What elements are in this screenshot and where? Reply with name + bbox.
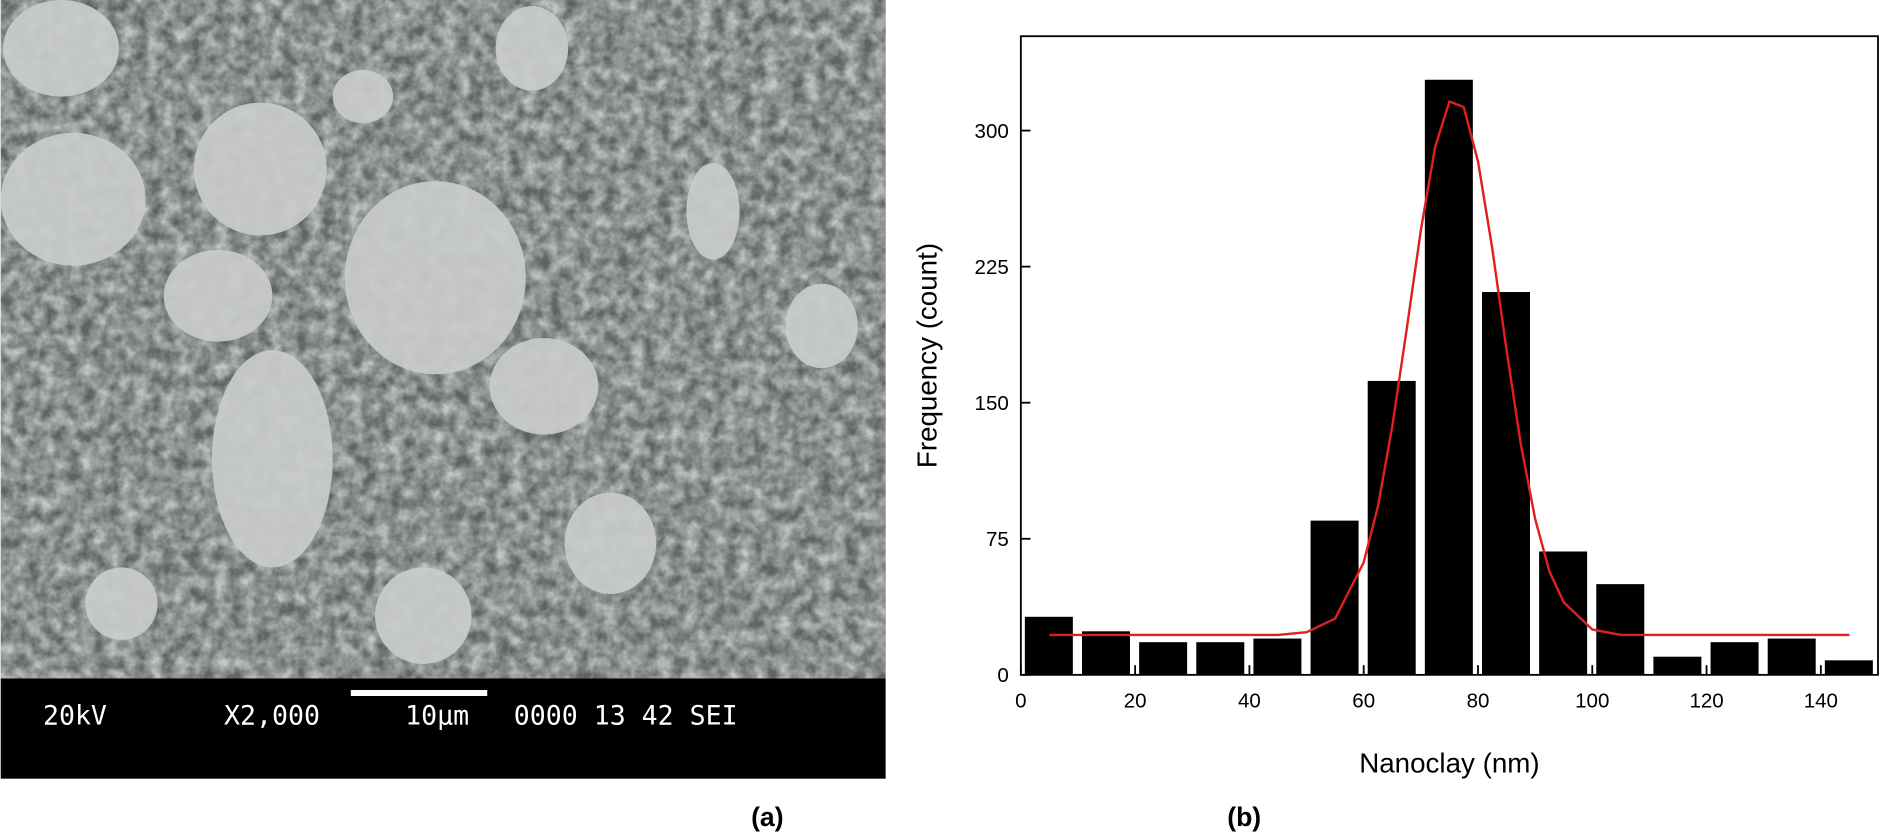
y-tick-label: 0 [997, 664, 1008, 687]
sem-info: 0000 13 42 SEI [514, 700, 738, 731]
bar [1596, 584, 1645, 675]
x-axis-label: Nanoclay (nm) [1359, 748, 1539, 779]
sem-image: 20kV X2,000 10μm 0000 13 42 SEI [0, 0, 886, 779]
bar [1310, 520, 1359, 675]
x-tick-label: 80 [1467, 689, 1490, 712]
bar [1481, 292, 1530, 675]
y-axis-label: Frequency (count) [911, 243, 942, 468]
bar [1710, 642, 1759, 675]
bar [1196, 642, 1245, 675]
bar [1539, 551, 1588, 675]
x-tick-label: 20 [1124, 689, 1147, 712]
x-tick-label: 40 [1238, 689, 1261, 712]
y-tick-label: 150 [975, 392, 1009, 415]
panel-label: (b) [1227, 802, 1261, 832]
bar [1824, 660, 1873, 675]
bar [1253, 638, 1302, 675]
x-tick-label: 0 [1015, 689, 1026, 712]
chart: 0 75 150 225 300 0 20 40 60 80 100 120 140 Nanoclay (… [911, 35, 1879, 779]
sem-scale-bar: 10μm [405, 700, 469, 731]
plot-frame [1019, 35, 1879, 676]
bar [1024, 616, 1073, 675]
panel-label: (a) [751, 802, 783, 832]
bar [1653, 656, 1702, 675]
bar [1424, 79, 1473, 675]
x-tick-label: 140 [1804, 689, 1838, 712]
y-tick-label: 300 [975, 120, 1009, 143]
fit-curve [1049, 99, 1850, 637]
sem-magnification: X2,000 [224, 700, 320, 731]
bar [1767, 638, 1816, 675]
y-tick-label: 225 [975, 256, 1009, 279]
x-tick-label: 100 [1575, 689, 1609, 712]
x-tick-label: 60 [1352, 689, 1375, 712]
sem-voltage: 20kV [43, 700, 107, 731]
y-tick-label: 75 [986, 528, 1009, 551]
x-tick-label: 120 [1689, 689, 1723, 712]
bar [1081, 631, 1130, 675]
bar [1139, 642, 1188, 675]
